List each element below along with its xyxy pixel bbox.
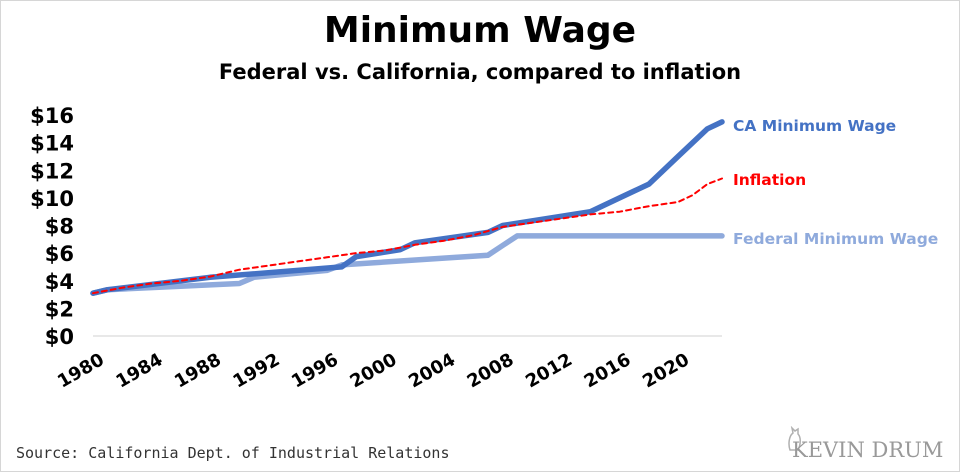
x-tick-label: 2016 [581,349,635,392]
federal-series-label: Federal Minimum Wage [733,230,938,248]
y-tick-label: $14 [30,132,74,156]
ca-minimum-wage-line [90,119,725,296]
y-tick-label: $12 [30,159,74,183]
x-tick-label: 1980 [54,349,108,392]
x-tick-label: 1984 [113,349,167,392]
x-tick-label: 2004 [405,349,459,392]
x-tick-label: 1996 [288,349,342,392]
x-tick-label: 2020 [639,349,693,392]
y-tick-label: $10 [30,187,74,211]
source-note: Source: California Dept. of Industrial R… [16,444,450,462]
y-tick-label: $0 [45,325,74,349]
x-tick-label: 2000 [347,349,401,392]
cat-logo-icon [788,426,801,451]
y-tick-label: $4 [45,270,74,294]
y-tick-label: $2 [45,297,74,321]
chart-subtitle: Federal vs. California, compared to infl… [218,60,742,84]
chart-title: Minimum Wage [323,10,637,51]
ca-series-label: CA Minimum Wage [733,117,896,135]
brand-logo: KEVIN DRUM [792,438,944,462]
y-tick-label: $6 [45,242,74,266]
inflation-series-label: Inflation [733,171,806,189]
x-tick-label: 2012 [522,349,576,392]
x-tick-label: 1992 [230,349,284,392]
y-tick-label: $16 [30,104,74,128]
y-tick-label: $8 [45,215,74,239]
inflation-line [92,177,723,295]
x-tick-label: 2008 [464,349,518,392]
x-tick-label: 1988 [171,349,225,392]
